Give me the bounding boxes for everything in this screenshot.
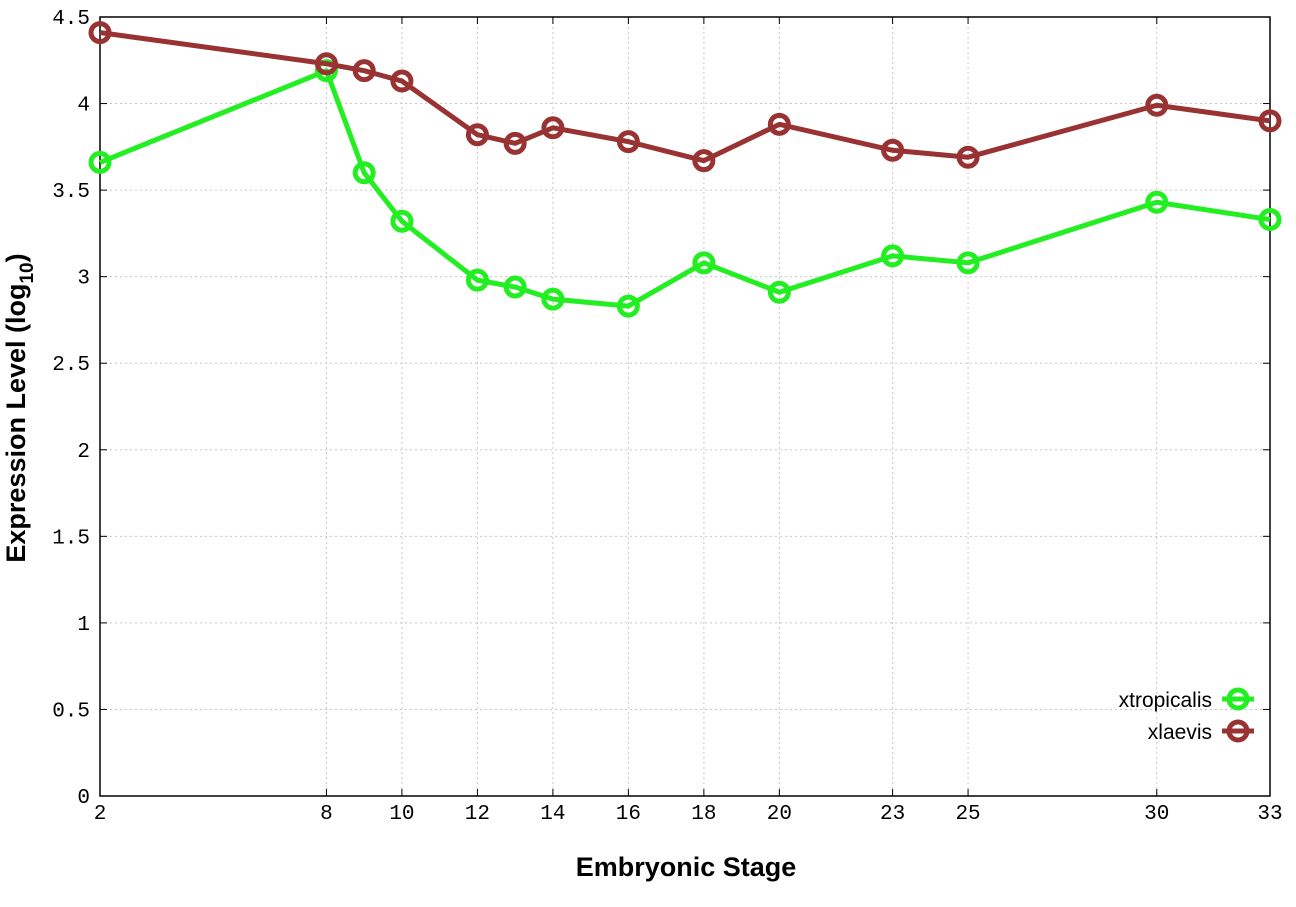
y-axis-title-main: Expression Level (log [1,284,31,563]
data-point-xtropicalis [616,294,640,318]
data-point-xtropicalis [692,251,716,275]
y-tick-label: 1.5 [52,527,90,550]
axis-ticks: 2 8 10 12 14 16 18 20 23 25 30 33 0 0.5 1 1.5 2 2.5 3 3.5 4 4… [52,8,1282,826]
x-tick-label: 2 [94,803,107,826]
data-point-xtropicalis [767,280,791,304]
plot-frame [99,16,1271,797]
data-point-xlaevis [1258,109,1282,133]
data-point-xlaevis [881,138,905,162]
x-axis-title: Embryonic Stage [576,852,797,882]
data-point-xtropicalis [352,161,376,185]
y-tick-label: 4 [77,95,90,118]
data-point-xtropicalis [541,287,565,311]
data-point-xlaevis [88,21,112,45]
x-tick-label: 25 [955,803,980,826]
data-point-xtropicalis [465,268,489,292]
legend: xtropicalis xlaevis [1119,687,1254,744]
y-axis-title-subscript: 10 [17,262,38,283]
y-tick-label: 4.5 [52,8,90,31]
x-tick-label: 33 [1257,803,1282,826]
data-point-xlaevis [1145,93,1169,117]
legend-marker-xtropicalis [1226,687,1250,711]
series-line-xtropicalis [99,68,1271,309]
data-point-xlaevis [352,59,376,83]
y-axis-title-suffix: ) [1,253,31,262]
grid [100,17,1270,796]
data-point-xlaevis [767,112,791,136]
x-tick-label: 8 [320,803,333,826]
y-tick-label: 1 [77,614,90,637]
legend-label-xtropicalis: xtropicalis [1119,689,1212,712]
data-point-xlaevis [541,116,565,140]
data-point-xtropicalis [88,150,112,174]
x-tick-label: 23 [880,803,905,826]
y-tick-label: 0.5 [52,700,90,723]
y-tick-label: 3.5 [52,181,90,204]
x-tick-label: 16 [616,803,641,826]
series-layer [88,21,1282,318]
x-tick-label: 10 [389,803,414,826]
data-point-xtropicalis [1145,190,1169,214]
data-point-xlaevis [390,69,414,93]
y-tick-label: 3 [77,268,90,291]
data-point-xlaevis [465,123,489,147]
data-point-xlaevis [956,145,980,169]
data-point-xlaevis [692,149,716,173]
data-point-xtropicalis [881,244,905,268]
y-tick-label: 2.5 [52,354,90,377]
legend-label-xlaevis: xlaevis [1148,721,1212,744]
data-point-xtropicalis [1258,208,1282,232]
y-tick-label: 2 [77,441,90,464]
data-point-xtropicalis [956,251,980,275]
y-axis-title: Expression Level (log10) [1,253,38,562]
legend-marker-xlaevis [1226,719,1250,743]
data-point-xtropicalis [390,209,414,233]
data-point-xlaevis [503,131,527,155]
x-tick-label: 30 [1144,803,1169,826]
x-tick-label: 14 [540,803,565,826]
data-point-xlaevis [314,52,338,76]
data-point-xlaevis [616,130,640,154]
x-tick-label: 20 [767,803,792,826]
data-point-xtropicalis [503,275,527,299]
y-tick-label: 0 [77,787,90,810]
x-tick-label: 18 [691,803,716,826]
x-tick-label: 12 [465,803,490,826]
series-line-xlaevis [99,30,1271,164]
